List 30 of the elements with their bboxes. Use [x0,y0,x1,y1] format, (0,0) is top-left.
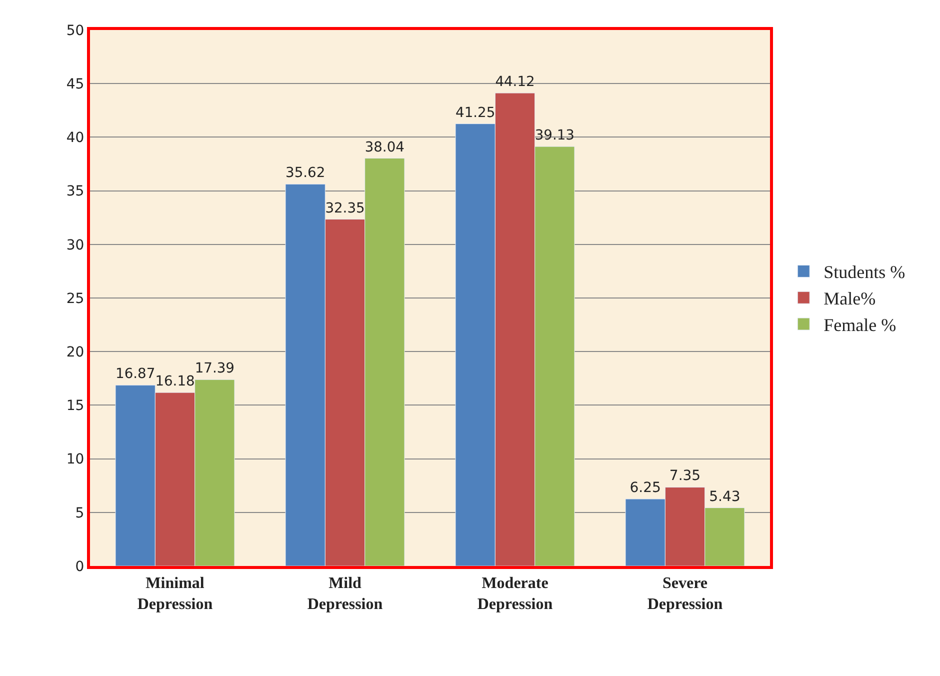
data-label: 7.35 [669,468,701,484]
y-tick-label: 15 [66,398,84,414]
y-tick-label: 45 [66,76,84,92]
legend-label: Female % [824,315,896,336]
y-tick-label: 20 [66,344,84,360]
data-label: 41.25 [456,104,496,121]
data-label: 16.87 [116,366,156,382]
data-label: 44.12 [495,74,535,90]
y-tick-label: 40 [66,130,84,146]
y-tick-label: 5 [75,505,84,522]
y-tick-label: 25 [66,290,84,307]
x-tick-label: Minimal Depression [137,575,213,613]
x-tick-label: Mild Depression [307,575,383,613]
y-tick-label: 35 [66,184,84,200]
legend-label: Male% [824,288,876,309]
data-label: 6.25 [630,480,661,496]
legend-label: Students % [824,262,906,282]
y-tick-label: 30 [66,237,84,254]
x-tick-label: Severe Depression [647,575,723,613]
data-label: 38.04 [364,139,405,156]
y-tick-label: 50 [66,22,84,39]
data-label: 39.13 [534,128,574,144]
y-tick-label: 0 [75,558,84,575]
y-tick-label: 10 [66,452,84,468]
data-label: 5.43 [709,488,740,505]
data-label: 35.62 [286,165,326,182]
x-tick-label: Moderate Depression [477,575,553,613]
data-label: 16.18 [155,374,195,390]
data-label: 32.35 [325,200,365,216]
data-label: 17.39 [194,360,234,377]
